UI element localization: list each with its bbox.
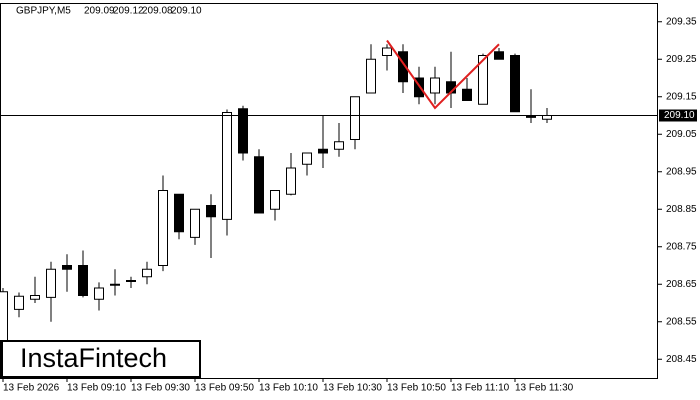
y-tick-label: 208.65 — [666, 279, 697, 290]
candle-body — [14, 295, 24, 310]
candle-body — [430, 77, 440, 94]
marks — [0, 44, 552, 371]
candle-body — [494, 51, 504, 60]
logo: InstaFintech — [20, 343, 167, 373]
header-value: 209.12 — [113, 6, 144, 17]
candle-body — [366, 58, 376, 94]
candle-body — [0, 291, 8, 341]
x-tick-label: 13 Feb 11:10 — [451, 383, 510, 394]
price-label-box — [659, 109, 697, 122]
candle-body — [206, 205, 216, 218]
candle-body — [62, 265, 72, 270]
candle-body — [46, 268, 56, 298]
x-tick-label: 13 Feb 10:30 — [323, 383, 382, 394]
y-tick-label: 208.75 — [666, 241, 697, 252]
candle-body — [78, 265, 88, 296]
x-tick-label: 13 Feb 09:30 — [131, 383, 190, 394]
chart-title: GBPJPY,M5 — [16, 6, 71, 17]
x-tick-label: 13 Feb 10:10 — [259, 383, 318, 394]
candle-body — [158, 190, 168, 266]
candle-body — [302, 152, 312, 165]
candle-body — [414, 77, 424, 98]
header-value: 209.08 — [142, 6, 173, 17]
candle-body — [478, 55, 488, 105]
price-label: 209.10 — [664, 110, 695, 121]
candle-body — [286, 167, 296, 195]
candle-body — [238, 108, 248, 154]
pattern-line — [386, 39, 500, 110]
y-tick-label: 209.05 — [666, 129, 697, 140]
x-tick-label: 13 Feb 2026 — [3, 383, 60, 394]
x-tick-label: 13 Feb 11:30 — [515, 383, 574, 394]
candle-body — [398, 51, 408, 83]
x-tick-label: 13 Feb 09:50 — [195, 383, 254, 394]
candle-body — [510, 55, 520, 113]
candle-body — [222, 112, 232, 220]
candle-body — [462, 88, 472, 101]
header-value: 209.10 — [171, 6, 202, 17]
candle-body — [254, 156, 264, 214]
y-tick-label: 209.15 — [666, 91, 697, 102]
candle-body — [382, 47, 392, 56]
candle-body — [350, 96, 360, 140]
plot-area — [0, 3, 658, 379]
logo-box — [1, 340, 201, 378]
candle-body — [174, 193, 184, 233]
candle-body — [270, 190, 280, 210]
candle-body — [190, 208, 200, 238]
y-tick-label: 209.25 — [666, 54, 697, 65]
y-tick-label: 209.35 — [666, 16, 697, 27]
x-tick-label: 13 Feb 09:10 — [67, 383, 126, 394]
y-tick-label: 208.95 — [666, 166, 697, 177]
candle-body — [30, 295, 40, 300]
candle-body — [94, 287, 104, 300]
header-value: 209.09 — [84, 6, 115, 17]
y-tick-label: 208.85 — [666, 204, 697, 215]
candle-body — [142, 268, 152, 278]
x-tick-label: 13 Feb 10:50 — [387, 383, 446, 394]
candle-body — [318, 148, 328, 154]
candle-body — [126, 280, 136, 282]
y-tick-label: 208.55 — [666, 316, 697, 327]
candle-body — [542, 115, 552, 120]
candle-body — [334, 141, 344, 150]
y-tick-label: 208.45 — [666, 354, 697, 365]
candle-body — [110, 283, 120, 286]
